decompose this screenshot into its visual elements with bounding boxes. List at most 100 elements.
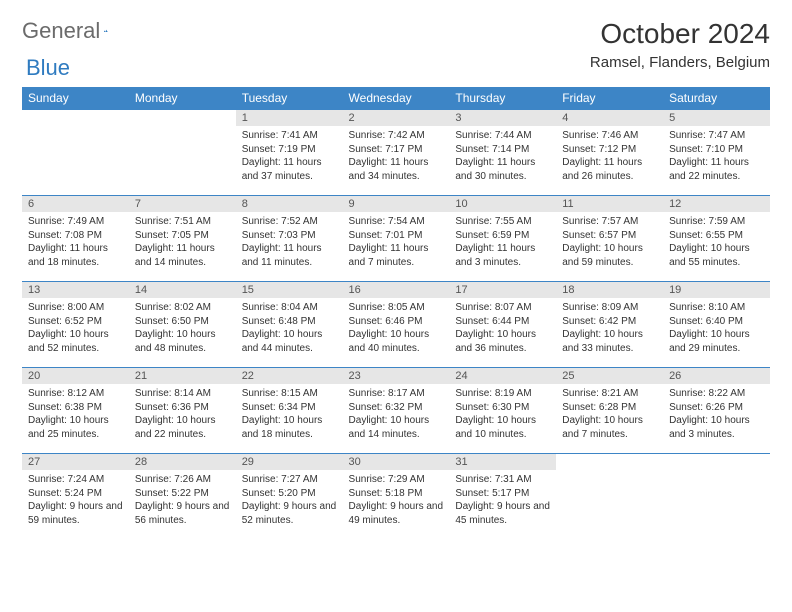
day-number: 26: [663, 368, 770, 384]
daylight-line: Daylight: 9 hours and 49 minutes.: [349, 500, 444, 527]
sunset-line: Sunset: 7:14 PM: [455, 143, 550, 157]
sunset-line: Sunset: 6:48 PM: [242, 315, 337, 329]
day-number: 3: [449, 110, 556, 126]
daylight-line: Daylight: 10 hours and 3 minutes.: [669, 414, 764, 441]
day-number: 13: [22, 282, 129, 298]
daylight-line: Daylight: 9 hours and 45 minutes.: [455, 500, 550, 527]
calendar-cell: 22Sunrise: 8:15 AMSunset: 6:34 PMDayligh…: [236, 368, 343, 454]
calendar-cell: 6Sunrise: 7:49 AMSunset: 7:08 PMDaylight…: [22, 196, 129, 282]
day-details: Sunrise: 8:12 AMSunset: 6:38 PMDaylight:…: [22, 384, 129, 445]
weekday-header: Thursday: [449, 87, 556, 110]
sunrise-line: Sunrise: 8:14 AM: [135, 387, 230, 401]
day-details: Sunrise: 7:59 AMSunset: 6:55 PMDaylight:…: [663, 212, 770, 273]
day-number: 2: [343, 110, 450, 126]
daylight-line: Daylight: 10 hours and 7 minutes.: [562, 414, 657, 441]
day-number: 23: [343, 368, 450, 384]
sunrise-line: Sunrise: 8:17 AM: [349, 387, 444, 401]
calendar-cell: [22, 110, 129, 196]
calendar-cell: 19Sunrise: 8:10 AMSunset: 6:40 PMDayligh…: [663, 282, 770, 368]
day-details: Sunrise: 8:02 AMSunset: 6:50 PMDaylight:…: [129, 298, 236, 359]
day-details: Sunrise: 7:44 AMSunset: 7:14 PMDaylight:…: [449, 126, 556, 187]
logo-text-1: General: [22, 18, 100, 44]
calendar-cell: 15Sunrise: 8:04 AMSunset: 6:48 PMDayligh…: [236, 282, 343, 368]
daylight-line: Daylight: 10 hours and 52 minutes.: [28, 328, 123, 355]
sunset-line: Sunset: 6:34 PM: [242, 401, 337, 415]
sunset-line: Sunset: 6:30 PM: [455, 401, 550, 415]
day-number: 24: [449, 368, 556, 384]
calendar-cell: 18Sunrise: 8:09 AMSunset: 6:42 PMDayligh…: [556, 282, 663, 368]
daylight-line: Daylight: 9 hours and 59 minutes.: [28, 500, 123, 527]
sunset-line: Sunset: 6:59 PM: [455, 229, 550, 243]
sunset-line: Sunset: 7:03 PM: [242, 229, 337, 243]
sunrise-line: Sunrise: 7:44 AM: [455, 129, 550, 143]
day-details: Sunrise: 8:07 AMSunset: 6:44 PMDaylight:…: [449, 298, 556, 359]
day-details: Sunrise: 7:47 AMSunset: 7:10 PMDaylight:…: [663, 126, 770, 187]
day-number: 29: [236, 454, 343, 470]
sunset-line: Sunset: 7:10 PM: [669, 143, 764, 157]
sunrise-line: Sunrise: 8:10 AM: [669, 301, 764, 315]
day-details: Sunrise: 7:46 AMSunset: 7:12 PMDaylight:…: [556, 126, 663, 187]
calendar-cell: 26Sunrise: 8:22 AMSunset: 6:26 PMDayligh…: [663, 368, 770, 454]
day-details: Sunrise: 7:31 AMSunset: 5:17 PMDaylight:…: [449, 470, 556, 531]
day-details: Sunrise: 8:05 AMSunset: 6:46 PMDaylight:…: [343, 298, 450, 359]
day-details: Sunrise: 7:29 AMSunset: 5:18 PMDaylight:…: [343, 470, 450, 531]
calendar-cell: 8Sunrise: 7:52 AMSunset: 7:03 PMDaylight…: [236, 196, 343, 282]
calendar-cell: 14Sunrise: 8:02 AMSunset: 6:50 PMDayligh…: [129, 282, 236, 368]
sunset-line: Sunset: 6:32 PM: [349, 401, 444, 415]
day-number: 5: [663, 110, 770, 126]
day-details: Sunrise: 7:54 AMSunset: 7:01 PMDaylight:…: [343, 212, 450, 273]
weekday-header: Wednesday: [343, 87, 450, 110]
daylight-line: Daylight: 10 hours and 33 minutes.: [562, 328, 657, 355]
weekday-header-row: SundayMondayTuesdayWednesdayThursdayFrid…: [22, 87, 770, 110]
calendar-cell: 4Sunrise: 7:46 AMSunset: 7:12 PMDaylight…: [556, 110, 663, 196]
calendar-cell: 29Sunrise: 7:27 AMSunset: 5:20 PMDayligh…: [236, 454, 343, 540]
sunset-line: Sunset: 6:44 PM: [455, 315, 550, 329]
sunrise-line: Sunrise: 8:07 AM: [455, 301, 550, 315]
daylight-line: Daylight: 11 hours and 26 minutes.: [562, 156, 657, 183]
calendar-cell: 16Sunrise: 8:05 AMSunset: 6:46 PMDayligh…: [343, 282, 450, 368]
daylight-line: Daylight: 10 hours and 40 minutes.: [349, 328, 444, 355]
day-number: 30: [343, 454, 450, 470]
month-title: October 2024: [590, 18, 770, 50]
day-number: 28: [129, 454, 236, 470]
calendar-cell: 2Sunrise: 7:42 AMSunset: 7:17 PMDaylight…: [343, 110, 450, 196]
day-number: 25: [556, 368, 663, 384]
day-number: 9: [343, 196, 450, 212]
day-details: Sunrise: 8:10 AMSunset: 6:40 PMDaylight:…: [663, 298, 770, 359]
sunrise-line: Sunrise: 8:15 AM: [242, 387, 337, 401]
sunrise-line: Sunrise: 7:57 AM: [562, 215, 657, 229]
calendar-cell: 23Sunrise: 8:17 AMSunset: 6:32 PMDayligh…: [343, 368, 450, 454]
calendar-cell: 30Sunrise: 7:29 AMSunset: 5:18 PMDayligh…: [343, 454, 450, 540]
day-number: 12: [663, 196, 770, 212]
day-details: Sunrise: 7:41 AMSunset: 7:19 PMDaylight:…: [236, 126, 343, 187]
sunrise-line: Sunrise: 7:31 AM: [455, 473, 550, 487]
day-details: Sunrise: 7:55 AMSunset: 6:59 PMDaylight:…: [449, 212, 556, 273]
daylight-line: Daylight: 11 hours and 11 minutes.: [242, 242, 337, 269]
weekday-header: Tuesday: [236, 87, 343, 110]
day-details: Sunrise: 7:51 AMSunset: 7:05 PMDaylight:…: [129, 212, 236, 273]
flag-icon: [104, 23, 108, 39]
sunset-line: Sunset: 7:05 PM: [135, 229, 230, 243]
sunrise-line: Sunrise: 7:24 AM: [28, 473, 123, 487]
sunrise-line: Sunrise: 7:27 AM: [242, 473, 337, 487]
sunrise-line: Sunrise: 7:49 AM: [28, 215, 123, 229]
sunset-line: Sunset: 5:22 PM: [135, 487, 230, 501]
daylight-line: Daylight: 11 hours and 14 minutes.: [135, 242, 230, 269]
sunrise-line: Sunrise: 7:26 AM: [135, 473, 230, 487]
calendar-cell: 17Sunrise: 8:07 AMSunset: 6:44 PMDayligh…: [449, 282, 556, 368]
calendar-cell: 7Sunrise: 7:51 AMSunset: 7:05 PMDaylight…: [129, 196, 236, 282]
calendar-cell: 11Sunrise: 7:57 AMSunset: 6:57 PMDayligh…: [556, 196, 663, 282]
sunset-line: Sunset: 6:36 PM: [135, 401, 230, 415]
day-number: 11: [556, 196, 663, 212]
day-details: Sunrise: 8:14 AMSunset: 6:36 PMDaylight:…: [129, 384, 236, 445]
calendar-week-row: 1Sunrise: 7:41 AMSunset: 7:19 PMDaylight…: [22, 110, 770, 196]
daylight-line: Daylight: 10 hours and 29 minutes.: [669, 328, 764, 355]
sunset-line: Sunset: 5:17 PM: [455, 487, 550, 501]
day-number: 16: [343, 282, 450, 298]
sunrise-line: Sunrise: 8:09 AM: [562, 301, 657, 315]
calendar-cell: 27Sunrise: 7:24 AMSunset: 5:24 PMDayligh…: [22, 454, 129, 540]
sunset-line: Sunset: 6:57 PM: [562, 229, 657, 243]
sunrise-line: Sunrise: 8:05 AM: [349, 301, 444, 315]
sunset-line: Sunset: 7:08 PM: [28, 229, 123, 243]
calendar-cell: 10Sunrise: 7:55 AMSunset: 6:59 PMDayligh…: [449, 196, 556, 282]
